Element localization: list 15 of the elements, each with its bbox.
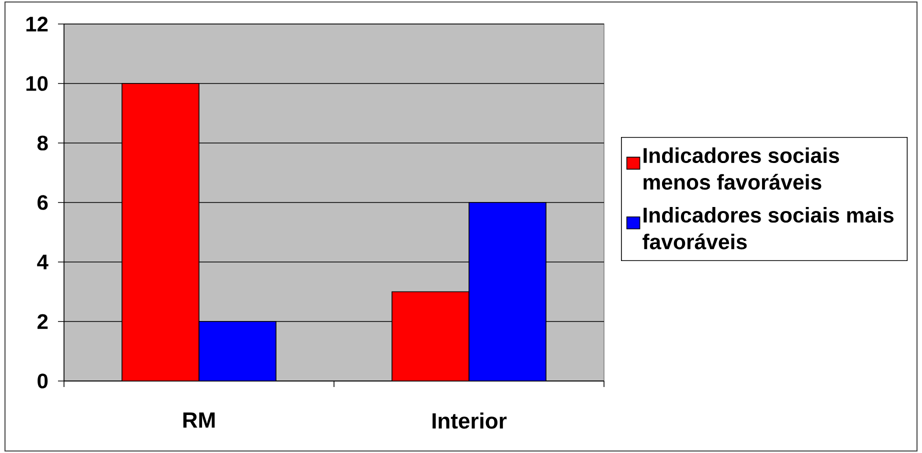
legend-label: Indicadores sociais menos favoráveis — [644, 147, 840, 190]
y-tick-label: 10 — [26, 76, 48, 91]
y-tick-label: 6 — [38, 195, 48, 210]
y-tick-label: 8 — [37, 136, 48, 150]
y-tick-label: 12 — [26, 16, 48, 32]
legend-label: Indicadores sociais mais favoráveis — [642, 207, 894, 250]
x-tick-label: RM — [183, 412, 215, 428]
bar — [468, 202, 546, 381]
bar — [392, 291, 470, 381]
y-tick-label: 2 — [38, 314, 48, 329]
y-tick-label: 0 — [38, 374, 48, 388]
bar — [198, 321, 276, 381]
y-tick-label: 4 — [37, 254, 48, 270]
bar — [122, 83, 200, 381]
x-tick-label: Interior — [432, 412, 507, 429]
